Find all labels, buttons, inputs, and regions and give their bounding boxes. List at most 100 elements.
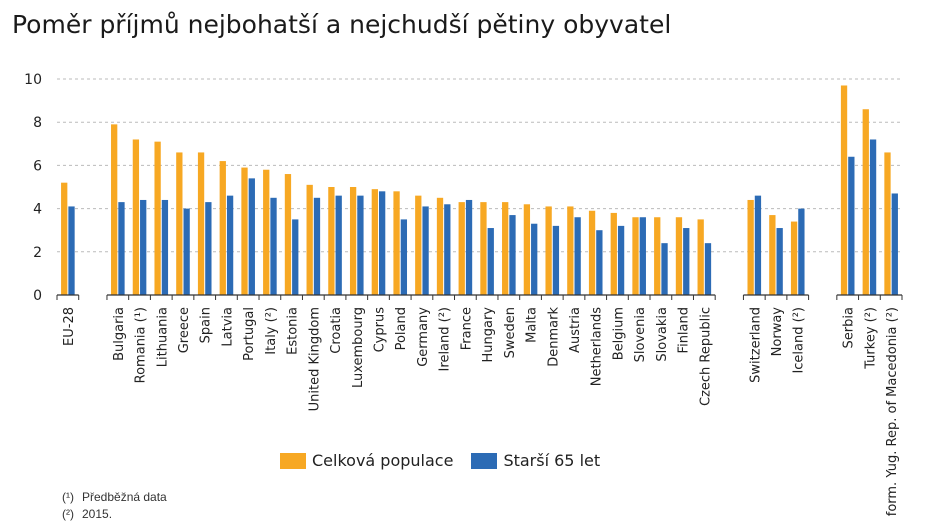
bar-total [697,219,704,295]
x-tick-label: Czech Republic [698,307,713,406]
x-tick-label: United Kingdom [307,307,322,411]
footnotes: (¹) Předběžná data (²) 2015. [62,489,167,523]
bar-elderly [140,199,147,295]
x-tick-label: Belgium [611,307,626,360]
bar-elderly [292,219,299,295]
x-tick-label: EU-28 [62,307,77,346]
bar-elderly [776,228,783,295]
bar-total [884,152,891,295]
bar-total [480,202,487,295]
bar-elderly [161,199,169,295]
bar-total [502,202,509,295]
bar-elderly [848,156,855,295]
chart-legend: Celková populace Starší 65 let [280,451,618,470]
x-tick-label: Estonia [286,307,301,355]
bar-total [545,206,552,295]
bar-total [111,124,118,295]
y-tick-label: 4 [33,202,42,218]
bar-elderly [335,195,342,295]
bar-total [436,197,444,295]
bar-elderly [487,228,494,295]
x-tick-label: Malta [525,307,540,343]
bar-elderly [226,195,234,295]
y-tick-label: 10 [24,72,42,88]
bar-total [219,161,226,295]
bar-elderly [596,230,603,295]
bar-total [458,202,465,295]
x-tick-label: Sweden [503,307,518,358]
x-tick-label: Germany [416,307,431,367]
legend-item-elderly: Starší 65 let [471,451,600,470]
bar-total [61,182,68,295]
x-tick-label: Portugal [242,307,257,361]
bar-elderly [400,219,408,295]
footnote-mark: (²) [62,507,74,521]
bar-total [306,184,313,295]
chart-title: Poměr příjmů nejbohatší a nejchudší pěti… [12,10,672,39]
bar-elderly [378,191,386,295]
legend-label-elderly: Starší 65 let [503,451,601,470]
bar-total [523,204,531,295]
bar-elderly [422,206,429,295]
bar-total [263,169,270,295]
y-tick-label: 0 [33,288,42,304]
footnote-2: (²) 2015. [62,506,167,523]
x-tick-label: Norway [770,307,785,357]
x-tick-label: Slovakia [655,307,670,362]
x-tick-label: Italy (²) [264,307,279,355]
legend-item-total: Celková populace [280,451,453,470]
y-tick-label: 6 [33,158,42,174]
bar-total [567,206,574,295]
bar-total [654,217,661,295]
bar-elderly [661,243,668,295]
bar-elderly [444,204,451,295]
bar-elderly [183,208,190,295]
x-tick-label: form. Yug. Rep. of Macedonia (²) [885,307,900,516]
bar-elderly [270,197,277,295]
x-tick-label: Romania (¹) [134,307,149,383]
x-tick-label: Slovenia [633,307,648,362]
x-tick-label: Serbia [842,307,857,348]
bar-total [154,141,161,295]
x-tick-label: Switzerland [748,307,763,383]
bar-elderly [531,223,538,295]
bar-elderly [465,199,473,295]
bar-elderly [754,195,762,295]
x-tick-label: Croatia [329,307,344,354]
x-tick-label: Luxembourg [351,307,366,388]
x-tick-label: Bulgaria [112,307,127,361]
legend-label-total: Celková populace [312,451,454,470]
x-tick-label: Netherlands [590,307,605,386]
bar-total [328,187,335,295]
bar-total [632,217,639,295]
bar-total [132,139,140,295]
bar-elderly [639,217,646,295]
bar-total [840,85,848,295]
bar-total [393,191,400,295]
footnote-text: 2015. [82,507,113,521]
x-tick-label: Hungary [481,307,496,363]
x-tick-label: Iceland (²) [792,307,807,374]
bar-total [284,174,292,295]
bar-elderly [798,208,805,295]
x-tick-label: Austria [568,307,583,353]
bar-elderly [313,197,321,295]
y-tick-label: 8 [33,115,42,131]
x-tick-label: Cyprus [372,307,387,353]
footnote-text: Předběžná data [82,490,167,504]
bar-elderly [704,243,712,295]
bar-total [588,210,596,295]
x-tick-label: Finland [677,307,692,353]
bar-elderly [552,225,560,295]
bar-total [241,167,248,295]
bar-total [197,152,205,295]
x-tick-label: Spain [199,307,214,343]
bar-elderly [357,195,364,295]
bar-elderly [891,193,898,295]
bar-elderly [248,178,255,295]
bar-elderly [617,225,625,295]
bar-elderly [68,206,75,295]
footnote-mark: (¹) [62,490,74,504]
bar-total [747,199,754,295]
